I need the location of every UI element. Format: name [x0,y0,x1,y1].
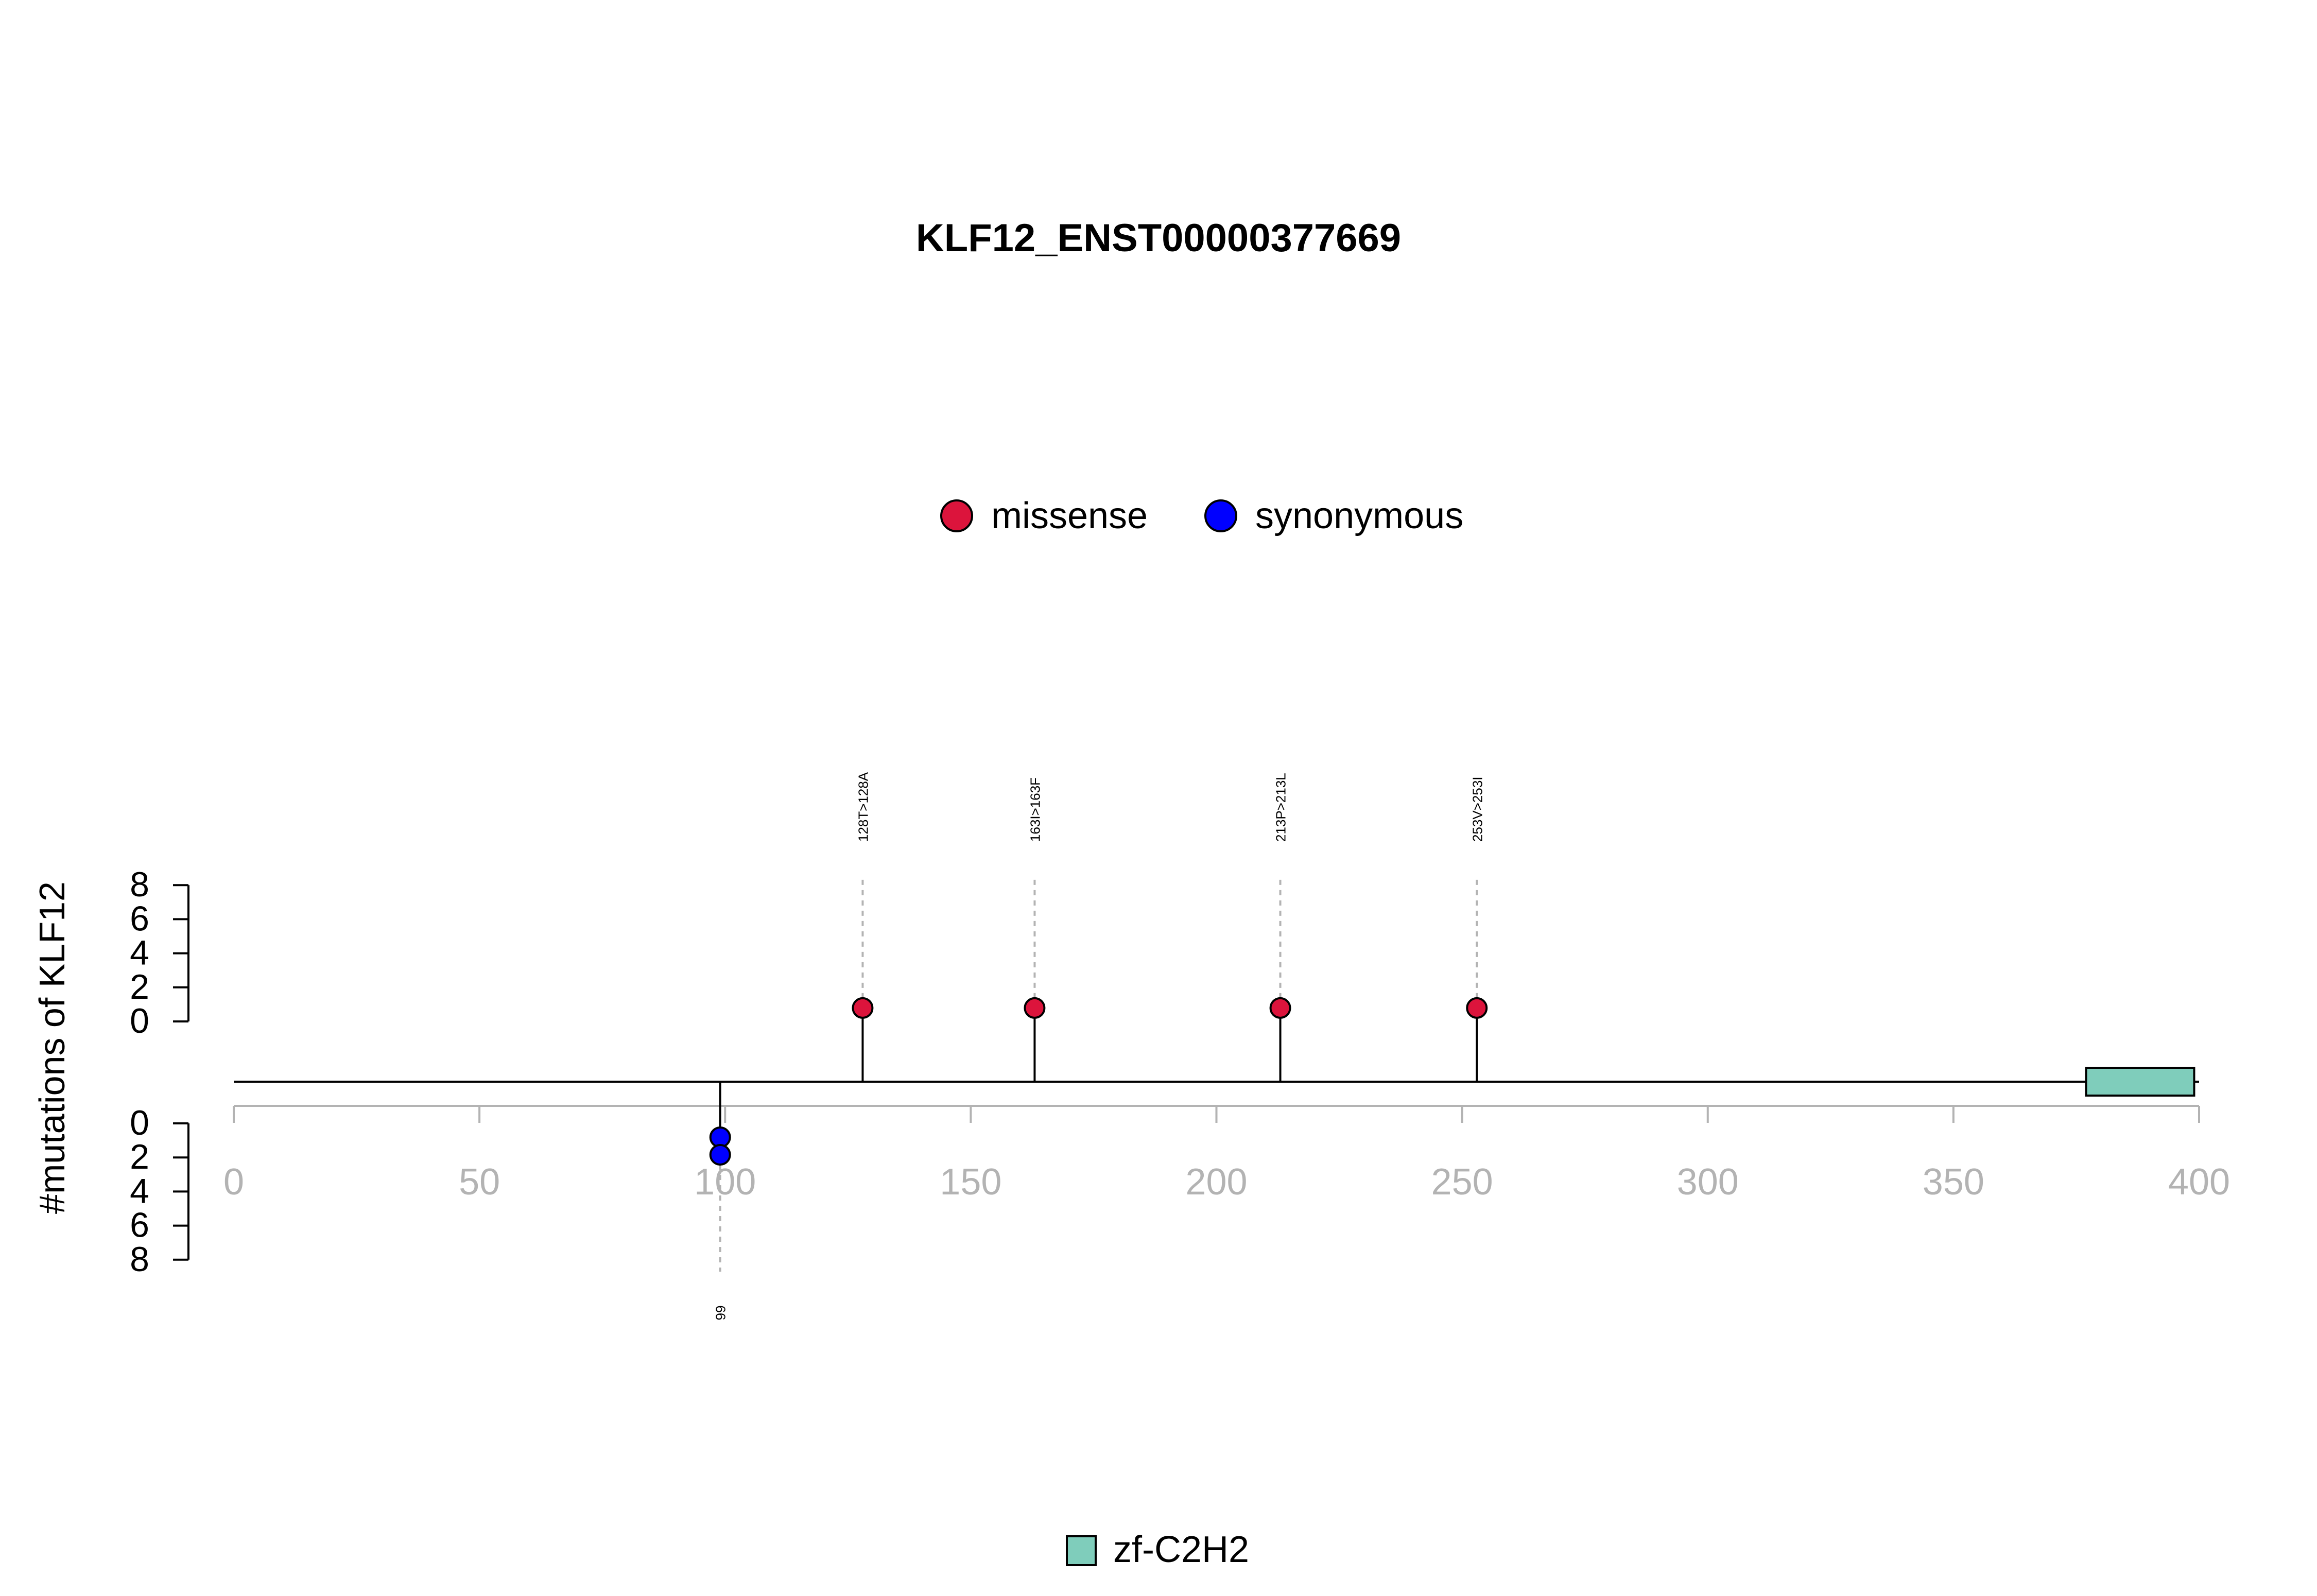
lower-y-tick-label-2: 2 [130,1137,149,1176]
x-tick-label-150: 150 [940,1161,1001,1203]
upper-y-tick-label-2: 2 [130,967,149,1007]
x-tick-label-100: 100 [694,1161,756,1203]
mutation-label-99: 99 [713,1306,729,1321]
x-tick-label-0: 0 [223,1161,244,1203]
x-tick-label-350: 350 [1923,1161,1984,1203]
lollipops: 128T>128A 163I>163F 213P>213L 253V>253I 99 [709,772,1488,1321]
mutation-label-213: 213P>213L [1273,773,1289,842]
mutation-point-163 [1024,997,1046,1019]
x-axis: 0 50 100 150 200 250 300 350 400 [223,1105,2230,1203]
upper-y-tick-label-8: 8 [130,865,149,904]
mutation-label-128: 128T>128A [855,772,871,842]
x-tick-label-250: 250 [1431,1161,1493,1203]
x-tick-label-400: 400 [2168,1161,2230,1203]
legend-label-missense: missense [991,495,1148,536]
domain-legend-label-zf-C2H2: zf-C2H2 [1113,1529,1249,1570]
lower-y-tick-label-4: 4 [130,1171,149,1210]
legend-marker-synonymous [1204,499,1237,532]
upper-y-tick-label-0: 0 [130,1001,149,1040]
lower-y-tick-label-8: 8 [130,1240,149,1279]
mutation-point-253 [1466,997,1488,1019]
lower-y-tick-label-6: 6 [130,1206,149,1245]
mutation-label-163: 163I>163F [1027,777,1043,842]
chart-title: KLF12_ENST00000377669 [916,216,1401,260]
y-axis-label: #mutations of KLF12 [32,881,72,1214]
legend-label-synonymous: synonymous [1255,495,1463,536]
domain-legend-swatch-zf-C2H2 [1066,1535,1097,1566]
x-tick-label-50: 50 [459,1161,500,1203]
mutation-point-128 [852,997,874,1019]
x-tick-label-200: 200 [1185,1161,1247,1203]
legend-marker-missense [940,499,973,532]
upper-y-tick-label-4: 4 [130,933,149,973]
protein-backbone [234,1067,2199,1097]
mutation-label-253: 253V>253I [1469,776,1485,842]
x-tick-label-300: 300 [1677,1161,1739,1203]
mutation-point-99-2 [709,1144,731,1166]
mutation-point-213 [1269,997,1291,1019]
upper-y-tick-label-6: 6 [130,899,149,938]
lower-y-tick-label-0: 0 [130,1103,149,1142]
domain-zf-C2H2 [2085,1067,2195,1097]
domain-legend: zf-C2H2 [1066,1529,1249,1570]
mutation-legend: missense synonymous [940,495,1463,536]
